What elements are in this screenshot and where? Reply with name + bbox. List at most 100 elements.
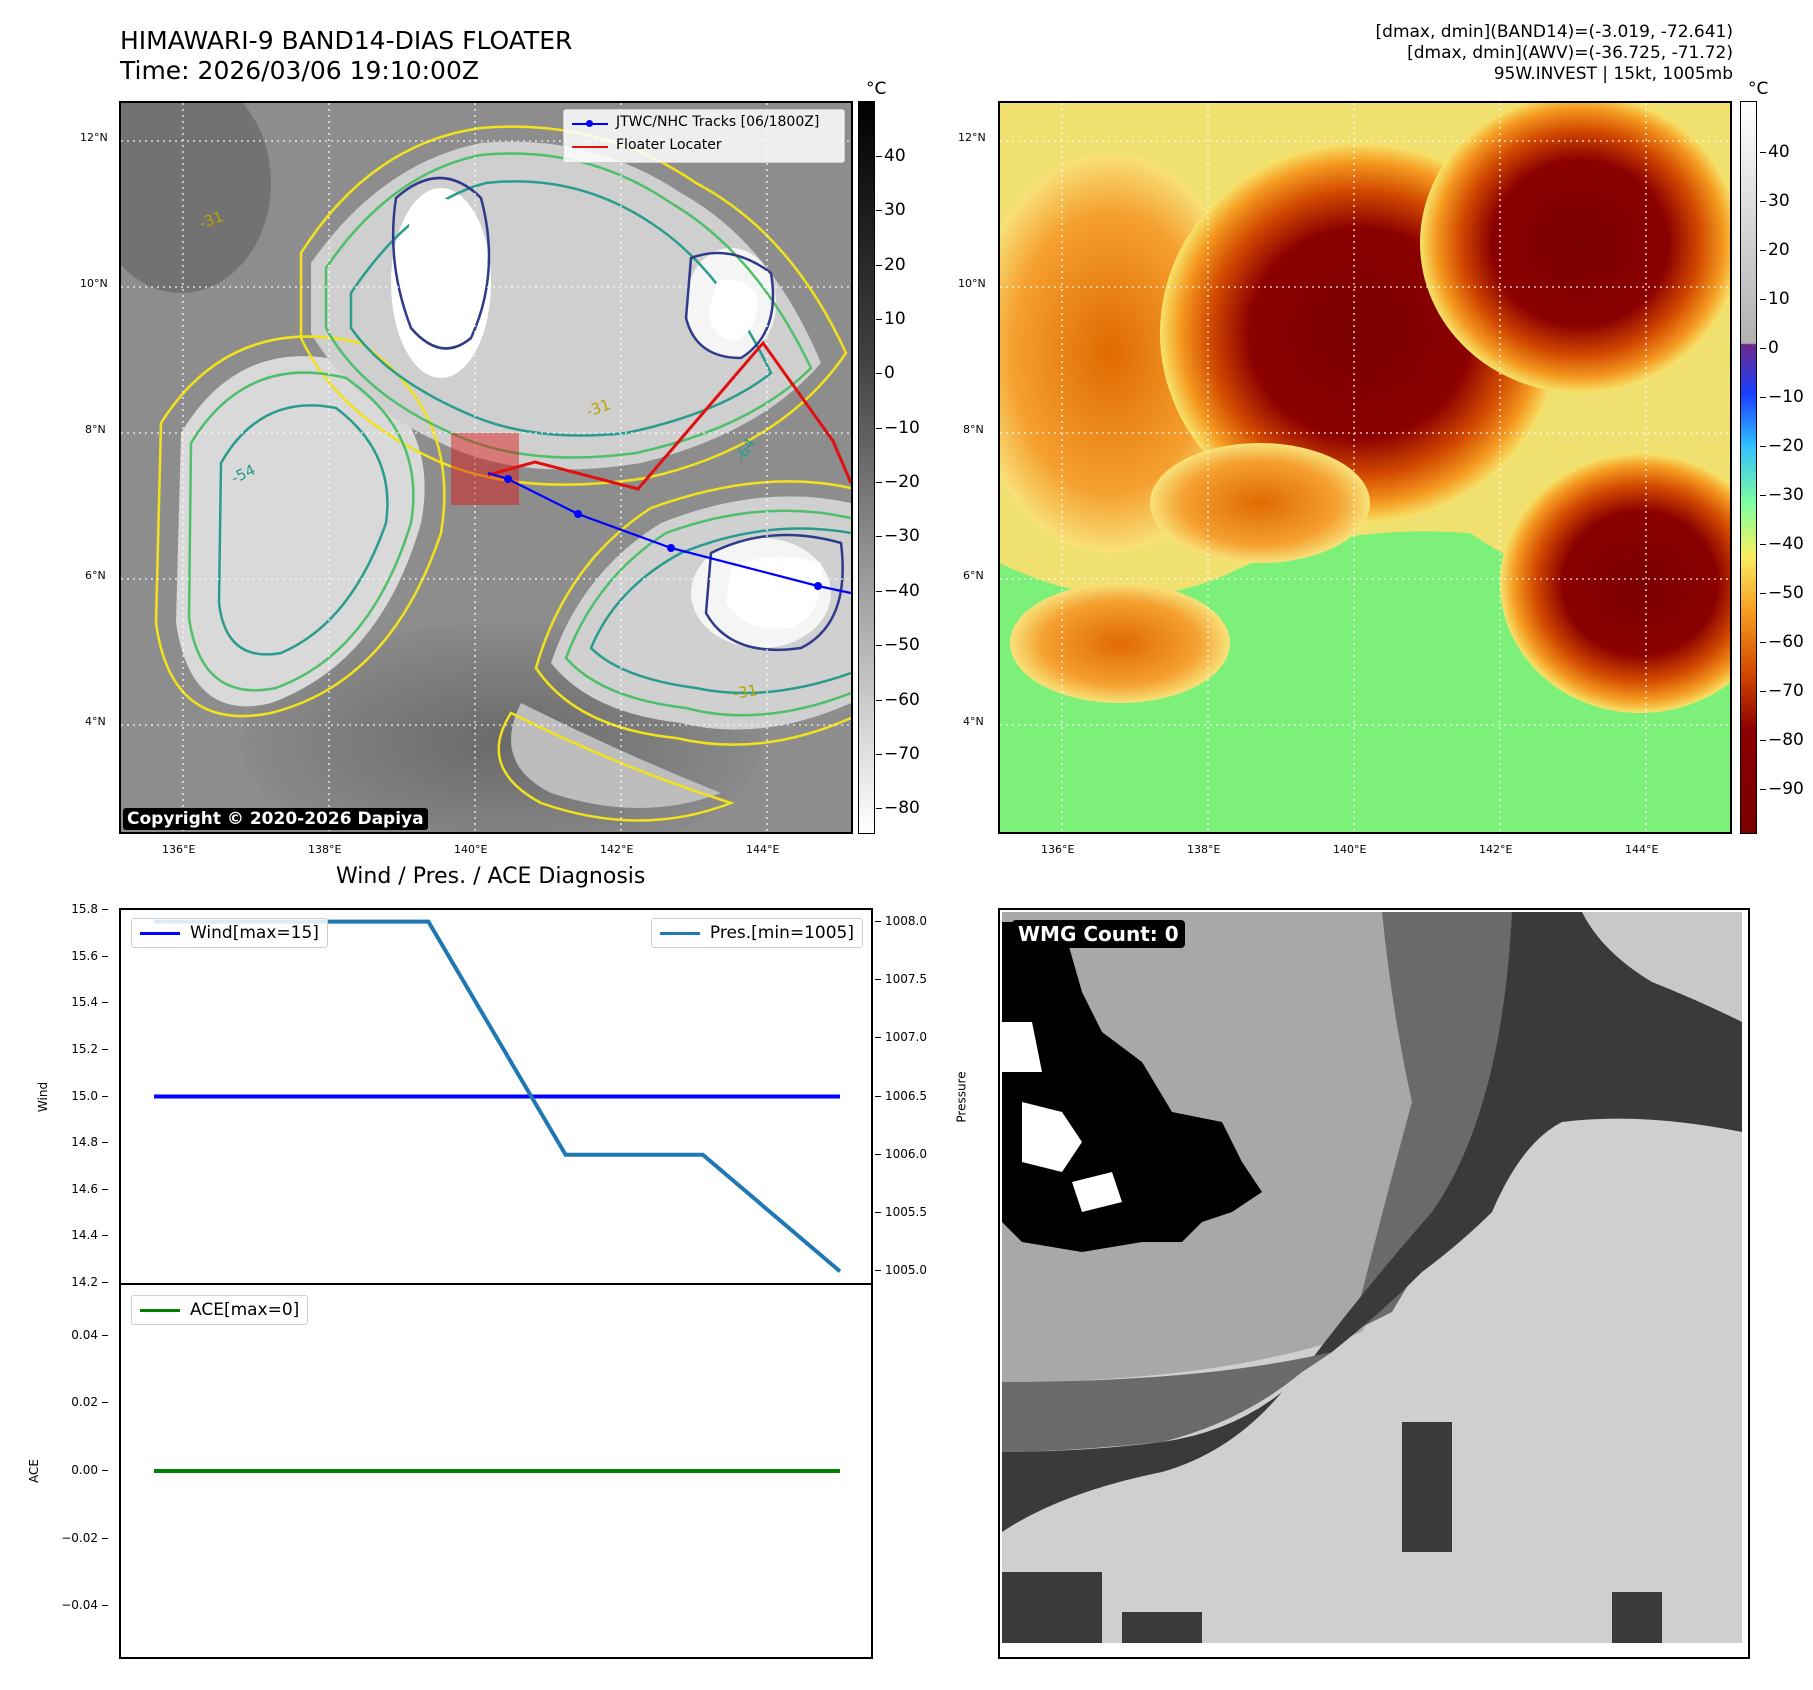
pres-ylabel: Pressure xyxy=(954,1071,969,1123)
wind-axis-tick: 15.4 xyxy=(38,995,108,1009)
pres-legend-label: Pres.[min=1005] xyxy=(709,923,854,943)
awv-colorbar-tick: −80 xyxy=(1760,730,1804,750)
awv-colorbar-tick: 30 xyxy=(1760,191,1790,211)
pres-axis-tick: 1007.5 xyxy=(875,971,927,986)
awv-lon-label: 144°E xyxy=(1625,843,1659,856)
awv-lat-label: 6°N xyxy=(963,569,984,582)
ir-colorbar-tick: −60 xyxy=(876,690,920,710)
main-title: HIMAWARI-9 BAND14-DIAS FLOATER xyxy=(120,26,573,55)
ir-colorbar-tick: −20 xyxy=(876,472,920,492)
ir-colorbar xyxy=(858,101,875,834)
wind-axis-tick: 15.8 xyxy=(38,902,108,916)
timestamp: Time: 2026/03/06 19:10:00Z xyxy=(120,56,479,85)
ir-colorbar-tick: −30 xyxy=(876,526,920,546)
wmg-imagery xyxy=(1002,912,1742,1643)
awv-lon-label: 140°E xyxy=(1333,843,1367,856)
awv-colorbar-tick: −10 xyxy=(1760,387,1804,407)
ace-ylabel: ACE xyxy=(26,1459,41,1483)
wind-axis-tick: 14.2 xyxy=(38,1275,108,1289)
awv-colorbar-tick: −60 xyxy=(1760,632,1804,652)
ir-colorbar-tick: 0 xyxy=(876,363,895,383)
ace-axis-tick: 0.04 xyxy=(38,1328,108,1342)
awv-colorbar-tick: −40 xyxy=(1760,534,1804,554)
awv-lat-label: 8°N xyxy=(963,423,984,436)
awv-colorbar-tick: −70 xyxy=(1760,681,1804,701)
ir-colorbar-tick: −80 xyxy=(876,798,920,818)
ace-axis-tick: 0.00 xyxy=(38,1463,108,1477)
ir-legend: JTWC/NHC Tracks [06/1800Z] Floater Locat… xyxy=(563,109,845,163)
ir-colorbar-unit: °C xyxy=(866,79,887,99)
awv-colorbar-tick: 10 xyxy=(1760,289,1790,309)
wind-ylabel: Wind xyxy=(36,1081,51,1113)
awv-lat-label: 12°N xyxy=(958,131,986,144)
ir-colorbar-tick: −70 xyxy=(876,744,920,764)
awv-colorbar-tick: 20 xyxy=(1760,240,1790,260)
pres-axis-tick: 1005.0 xyxy=(875,1263,927,1278)
ir-colorbar-tick: 10 xyxy=(876,309,906,329)
ir-colorbar-tick: 40 xyxy=(876,146,906,166)
wind-legend: Wind[max=15] xyxy=(131,918,328,948)
ir-lat-label: 6°N xyxy=(85,569,106,582)
ir-lon-label: 138°E xyxy=(308,843,342,856)
ir-colorbar-tick: 20 xyxy=(876,255,906,275)
awv-colorbar-tick: −20 xyxy=(1760,436,1804,456)
wind-axis-tick: 14.8 xyxy=(38,1135,108,1149)
ir-colorbar-tick: −50 xyxy=(876,635,920,655)
pres-axis-tick: 1005.5 xyxy=(875,1205,927,1220)
pres-legend: Pres.[min=1005] xyxy=(650,918,863,948)
pres-axis-tick: 1006.5 xyxy=(875,1088,927,1103)
awv-lat-label: 4°N xyxy=(963,715,984,728)
ir-colorbar-tick: −10 xyxy=(876,418,920,438)
wmg-panel: WMG Count: 0 xyxy=(998,908,1750,1659)
info-band14: [dmax, dmin](BAND14)=(-3.019, -72.641) xyxy=(1375,22,1733,42)
wind-pres-chart: Wind[max=15] Pres.[min=1005] xyxy=(119,908,873,1285)
awv-lon-label: 138°E xyxy=(1187,843,1221,856)
awv-colorbar-unit: °C xyxy=(1748,79,1769,99)
wind-axis-tick: 14.4 xyxy=(38,1228,108,1242)
floater-legend-label: Floater Locater xyxy=(616,137,722,153)
awv-lat-label: 10°N xyxy=(958,277,986,290)
ir-lon-label: 140°E xyxy=(454,843,488,856)
ir-lon-label: 144°E xyxy=(746,843,780,856)
wind-pres-plot xyxy=(154,919,842,1273)
wind-axis-tick: 15.2 xyxy=(38,1042,108,1056)
awv-map-imagery xyxy=(1000,103,1730,832)
ir-lat-label: 8°N xyxy=(85,423,106,436)
wind-legend-label: Wind[max=15] xyxy=(190,923,319,943)
ace-axis-tick: −0.02 xyxy=(38,1531,108,1545)
ace-legend-swatch xyxy=(140,1308,180,1312)
awv-colorbar-tick: 0 xyxy=(1760,338,1779,358)
ace-legend-label: ACE[max=0] xyxy=(190,1300,300,1320)
wmg-count-badge: WMG Count: 0 xyxy=(1012,920,1185,948)
info-storm: 95W.INVEST | 15kt, 1005mb xyxy=(1493,64,1733,84)
awv-lon-label: 142°E xyxy=(1479,843,1513,856)
ir-lon-label: 136°E xyxy=(162,843,196,856)
info-awv: [dmax, dmin](AWV)=(-36.725, -71.72) xyxy=(1407,43,1733,63)
wind-axis-tick: 15.6 xyxy=(38,949,108,963)
wind-axis-tick: 14.6 xyxy=(38,1182,108,1196)
awv-colorbar xyxy=(1740,101,1757,834)
ace-chart: ACE[max=0] xyxy=(119,1283,873,1659)
floater-legend-swatch xyxy=(572,146,608,148)
pres-axis-tick: 1007.0 xyxy=(875,1030,927,1045)
floater-locater-line xyxy=(487,340,851,491)
pres-axis-tick: 1006.0 xyxy=(875,1146,927,1161)
pres-legend-swatch xyxy=(659,931,700,935)
ir-map-imagery xyxy=(121,103,851,832)
ir-map-panel: -31 -54 -31 -64 -31 JTWC/NHC Tracks [06/… xyxy=(119,101,853,834)
ace-axis-tick: −0.04 xyxy=(38,1598,108,1612)
ace-plot xyxy=(154,1469,840,1473)
ir-colorbar-tick: −40 xyxy=(876,581,920,601)
ace-legend: ACE[max=0] xyxy=(131,1295,309,1325)
track-legend-marker xyxy=(586,120,593,127)
awv-colorbar-tick: −90 xyxy=(1760,779,1804,799)
pres-axis-tick: 1008.0 xyxy=(875,913,927,928)
awv-colorbar-tick: −30 xyxy=(1760,485,1804,505)
awv-map-panel xyxy=(998,101,1732,834)
ace-axis-tick: 0.02 xyxy=(38,1395,108,1409)
wind-axis-tick: 15.0 xyxy=(38,1089,108,1103)
copyright-badge: Copyright © 2020-2026 Dapiya xyxy=(123,808,428,830)
awv-colorbar-tick: −50 xyxy=(1760,583,1804,603)
track-legend-label: JTWC/NHC Tracks [06/1800Z] xyxy=(616,114,820,130)
awv-colorbar-tick: 40 xyxy=(1760,142,1790,162)
